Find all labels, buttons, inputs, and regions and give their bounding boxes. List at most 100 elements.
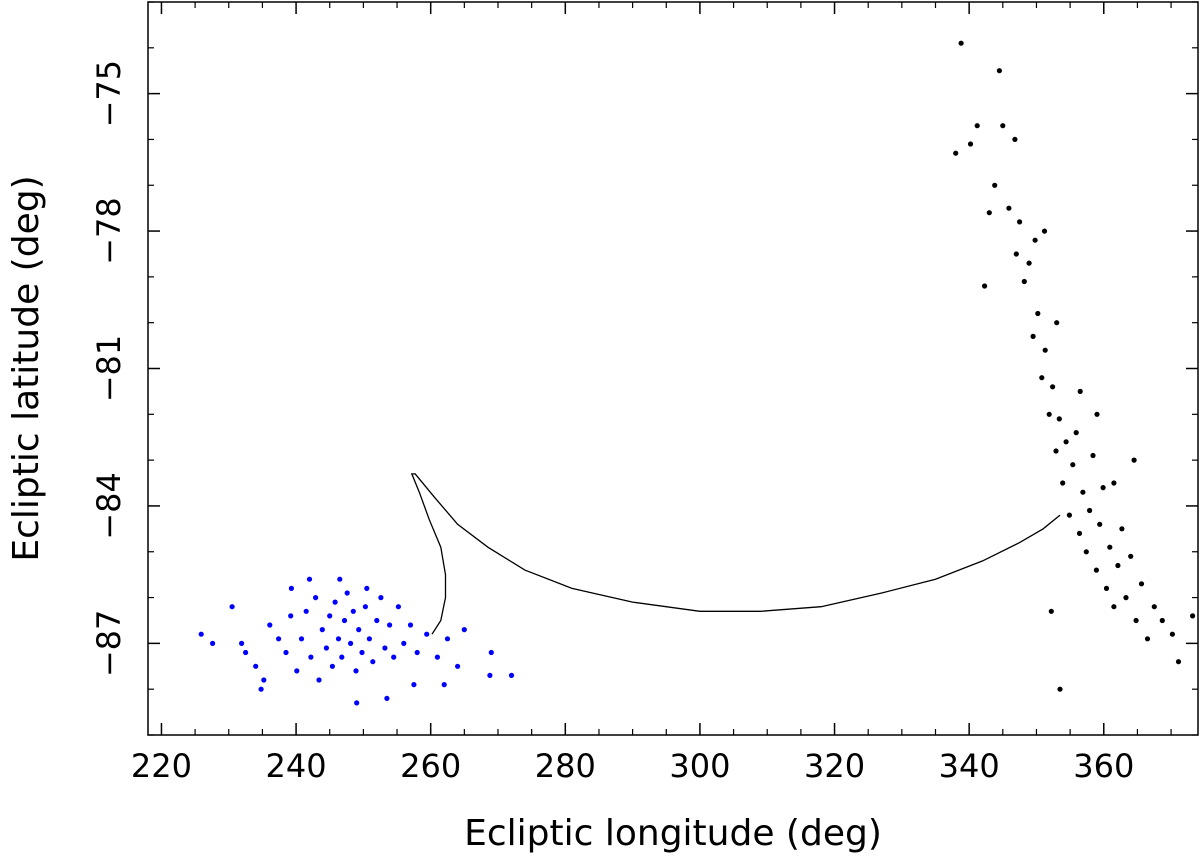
- y-tick-label: −75: [90, 60, 128, 128]
- data-point: [1006, 205, 1012, 211]
- data-point: [341, 617, 348, 624]
- data-point: [210, 640, 216, 647]
- data-point: [276, 636, 282, 642]
- data-point: [306, 576, 313, 582]
- data-point: [1050, 384, 1056, 390]
- data-point: [1054, 320, 1060, 326]
- data-point: [974, 123, 980, 129]
- axes: 220 240 260 280 300 320 340 360 −75 −78 −81 −84 −87: [90, 1, 1199, 785]
- data-point: [370, 659, 376, 665]
- data-point: [198, 631, 204, 637]
- data-point: [1041, 228, 1048, 234]
- track-line: [410, 473, 1061, 635]
- data-point: [1076, 530, 1083, 537]
- data-point: [387, 622, 393, 628]
- data-point: [344, 590, 350, 596]
- data-point: [1070, 462, 1076, 468]
- data-point: [288, 585, 294, 592]
- data-point: [414, 649, 420, 656]
- data-point: [1115, 562, 1121, 569]
- y-axis-ticks: −75 −78 −81 −84 −87: [90, 1, 1198, 736]
- data-point: [1030, 333, 1036, 339]
- data-point: [298, 636, 305, 642]
- data-point: [337, 576, 343, 582]
- data-point: [1056, 416, 1062, 422]
- data-point: [1123, 595, 1129, 601]
- data-point: [335, 636, 342, 642]
- data-point: [353, 668, 359, 674]
- data-point: [1107, 544, 1113, 550]
- data-point: [359, 649, 365, 656]
- data-point: [1138, 581, 1145, 587]
- x-axis-ticks: 220 240 260 280 300 320 340 360: [131, 2, 1172, 785]
- data-point: [1190, 613, 1196, 619]
- data-point: [1035, 310, 1041, 317]
- data-point: [354, 700, 360, 706]
- y-axis-label: Ecliptic latitude (deg): [6, 175, 47, 561]
- data-point: [508, 672, 515, 679]
- data-point: [1013, 251, 1019, 257]
- data-point: [395, 604, 401, 610]
- data-point: [967, 141, 974, 147]
- data-point: [1090, 452, 1096, 459]
- x-tick-label: 240: [266, 747, 327, 785]
- x-tick-label: 280: [535, 747, 596, 785]
- data-point: [1060, 480, 1066, 486]
- data-point: [958, 40, 964, 46]
- data-point: [982, 283, 988, 289]
- data-point: [294, 668, 300, 674]
- data-point: [362, 604, 368, 610]
- data-point: [986, 210, 992, 216]
- data-point: [407, 622, 414, 628]
- data-point: [424, 631, 430, 637]
- data-point: [1131, 457, 1137, 463]
- data-point: [258, 686, 264, 692]
- data-point: [992, 182, 998, 188]
- data-point: [378, 595, 384, 601]
- x-tick-label: 220: [131, 747, 192, 785]
- x-tick-label: 260: [400, 747, 461, 785]
- data-point: [455, 663, 461, 669]
- data-point: [1017, 219, 1023, 225]
- blue-point-cluster: [198, 576, 515, 706]
- data-point: [1080, 489, 1086, 495]
- data-point: [283, 649, 289, 656]
- data-point: [1119, 526, 1125, 532]
- x-tick-label: 360: [1073, 747, 1134, 785]
- y-tick-label: −78: [90, 197, 128, 265]
- x-tick-label: 300: [669, 747, 730, 785]
- data-point: [356, 627, 362, 633]
- data-point: [1128, 553, 1134, 559]
- data-point: [303, 608, 309, 614]
- data-point: [313, 595, 319, 601]
- data-point: [401, 640, 407, 647]
- y-tick-label: −87: [90, 610, 128, 678]
- data-point: [253, 663, 259, 669]
- plot-data: [198, 40, 1196, 706]
- data-point: [1063, 439, 1069, 445]
- data-point: [339, 654, 345, 660]
- data-point: [366, 636, 372, 642]
- data-point: [1100, 485, 1106, 491]
- black-point-cluster: [953, 40, 1196, 692]
- data-point: [1093, 567, 1099, 573]
- data-point: [441, 682, 447, 688]
- data-point: [1097, 521, 1103, 527]
- data-point: [332, 599, 338, 605]
- data-point: [1151, 604, 1157, 610]
- data-point: [1103, 585, 1110, 592]
- data-point: [1077, 388, 1083, 394]
- data-point: [350, 608, 356, 614]
- data-point: [488, 649, 494, 656]
- data-point: [364, 585, 370, 592]
- data-point: [267, 622, 273, 628]
- data-point: [1000, 123, 1006, 129]
- data-point: [434, 654, 440, 660]
- data-point: [391, 654, 397, 660]
- data-point: [1053, 448, 1059, 454]
- data-point: [1048, 608, 1054, 614]
- data-point: [1094, 411, 1100, 417]
- data-point: [996, 68, 1003, 74]
- data-point: [308, 654, 314, 660]
